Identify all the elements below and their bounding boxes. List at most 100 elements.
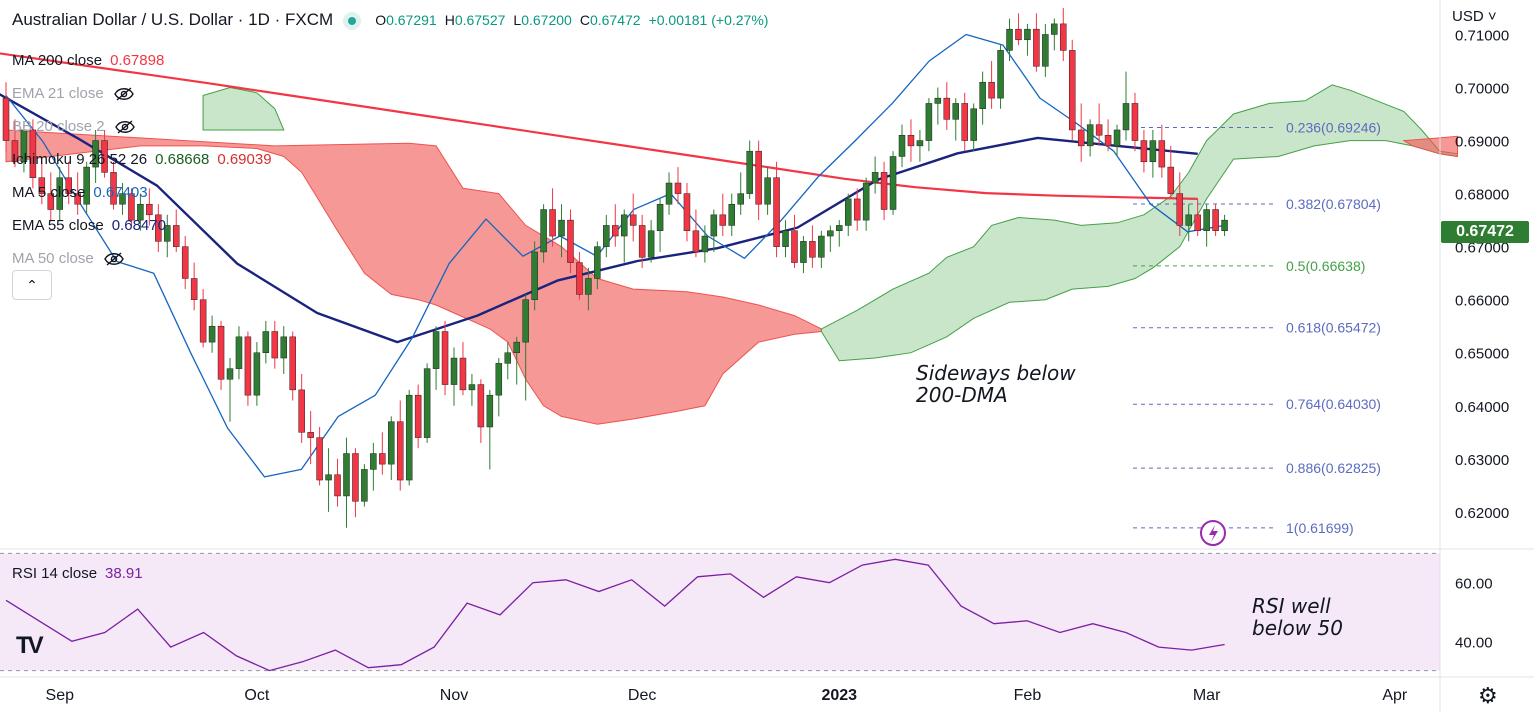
candle-up: [361, 469, 368, 502]
rsi-tick-label: 40.00: [1455, 634, 1493, 651]
candle-down: [809, 241, 816, 258]
candle-down: [1104, 135, 1112, 147]
low-value: 0.67200: [521, 12, 572, 28]
legend-bb20-label: BB 20 close 2: [12, 118, 105, 135]
candle-down: [155, 214, 162, 242]
candle-up: [862, 182, 870, 221]
candle-up: [262, 331, 270, 353]
candle-down: [1140, 140, 1148, 163]
candle-up: [119, 193, 126, 205]
rsi-legend[interactable]: RSI 14 close 38.91: [12, 565, 143, 582]
candle-up: [970, 108, 977, 141]
legend-ema55-label: EMA 55 close: [12, 217, 104, 234]
collapse-legend-button[interactable]: ⌃: [12, 270, 52, 300]
candle-up: [226, 368, 234, 380]
gear-icon[interactable]: ⚙: [1478, 683, 1498, 708]
price-tick-label: 0.67000: [1455, 240, 1509, 257]
candle-up: [164, 225, 171, 242]
candle-up: [934, 97, 942, 104]
candle-down: [1176, 193, 1184, 226]
candle-down: [172, 225, 180, 247]
time-axis[interactable]: Sep Oct Nov Dec 2023 Feb Mar Apr: [0, 676, 1534, 704]
candle-up: [486, 394, 494, 428]
fib-level-label: 0.886(0.62825): [1286, 460, 1381, 476]
rsi-value: 38.91: [105, 565, 143, 582]
price-tick-label: 0.70000: [1455, 81, 1509, 98]
candle-down: [1015, 28, 1022, 41]
candle-up: [405, 394, 413, 481]
legend-ma200[interactable]: MA 200 close 0.67898: [12, 44, 272, 77]
legend-bb20[interactable]: BB 20 close 2: [12, 110, 272, 143]
candle-down: [65, 177, 72, 194]
candle-down: [755, 150, 762, 205]
candle-up: [468, 384, 476, 391]
candle-down: [1033, 28, 1040, 67]
candle-up: [280, 336, 288, 359]
open-value: 0.67291: [386, 12, 437, 28]
price-tick-label: 0.63000: [1455, 452, 1509, 469]
legend-ma50-label: MA 50 close: [12, 250, 94, 267]
candle-up: [620, 214, 628, 237]
fib-level-label: 0.618(0.65472): [1286, 320, 1381, 336]
candle-down: [477, 384, 485, 428]
tradingview-logo-icon[interactable]: TV: [16, 632, 44, 659]
last-price-tag: 0.67472: [1441, 221, 1529, 243]
candle-up: [20, 129, 28, 163]
candle-down: [11, 140, 19, 163]
rsi-line: [5, 558, 1225, 672]
legend-ma50[interactable]: MA 50 close: [12, 242, 272, 275]
candle-down: [719, 214, 727, 226]
price-tick-label: 0.64000: [1455, 399, 1509, 416]
currency-selector[interactable]: USD ˅: [1452, 8, 1497, 25]
indicator-legend: MA 200 close 0.67898 EMA 21 close BB 20 c…: [12, 44, 272, 275]
legend-ma200-label: MA 200 close: [12, 52, 103, 69]
candle-down: [441, 331, 449, 385]
candle-down: [692, 230, 700, 253]
open-label: O: [375, 12, 387, 28]
candle-down: [629, 214, 637, 226]
candle-up: [889, 156, 897, 210]
candle-down: [1077, 129, 1085, 147]
candle-down: [1194, 214, 1201, 231]
time-tick-label: Sep: [46, 687, 75, 704]
price-tick-label: 0.65000: [1455, 346, 1509, 363]
candle-down: [1167, 166, 1175, 194]
candle-up: [1203, 209, 1210, 231]
candle-up: [531, 251, 538, 300]
alert-icon[interactable]: [1200, 520, 1226, 546]
candle-up: [764, 177, 771, 205]
legend-ma200-value: 0.67898: [110, 52, 165, 69]
fibonacci-retracement[interactable]: 0.236(0.69246) 0.382(0.67804) 0.5(0.66638)…: [1133, 120, 1381, 536]
candle-up: [1042, 34, 1049, 67]
candle-down: [1060, 23, 1067, 51]
candle-down: [2, 97, 10, 141]
symbol-header[interactable]: Australian Dollar / U.S. Dollar · 1D · F…: [12, 10, 776, 30]
legend-ema21-label: EMA 21 close: [12, 85, 104, 102]
candle-up: [1221, 219, 1228, 231]
fib-level-label: 0.5(0.66638): [1286, 258, 1365, 274]
candle-down: [352, 453, 359, 502]
rsi-pane[interactable]: 60.00 40.00: [0, 552, 1493, 672]
eye-off-icon[interactable]: [103, 252, 124, 266]
candle-up: [343, 453, 350, 497]
legend-ema21[interactable]: EMA 21 close: [12, 77, 272, 110]
time-tick-label: 2023: [821, 687, 857, 704]
candle-down: [146, 203, 153, 216]
candle-up: [979, 81, 986, 109]
eye-off-icon[interactable]: [114, 120, 135, 134]
ma200-line: [0, 52, 1198, 200]
fib-level-label: 0.382(0.67804): [1286, 196, 1381, 212]
legend-ema55[interactable]: EMA 55 close 0.68470: [12, 209, 272, 242]
eye-off-icon[interactable]: [113, 87, 134, 101]
candle-up: [647, 230, 655, 258]
candle-up: [522, 299, 529, 343]
fib-level-label: 0.236(0.69246): [1286, 120, 1381, 136]
legend-ichimoku[interactable]: Ichimoku 9 26 52 26 0.68668 0.69039: [12, 143, 272, 176]
candle-up: [746, 150, 753, 194]
candle-down: [128, 193, 135, 221]
symbol-title[interactable]: Australian Dollar / U.S. Dollar · 1D · F…: [12, 10, 334, 29]
candle-down: [1212, 209, 1219, 231]
legend-ma5[interactable]: MA 5 close 0.67403: [12, 176, 272, 209]
